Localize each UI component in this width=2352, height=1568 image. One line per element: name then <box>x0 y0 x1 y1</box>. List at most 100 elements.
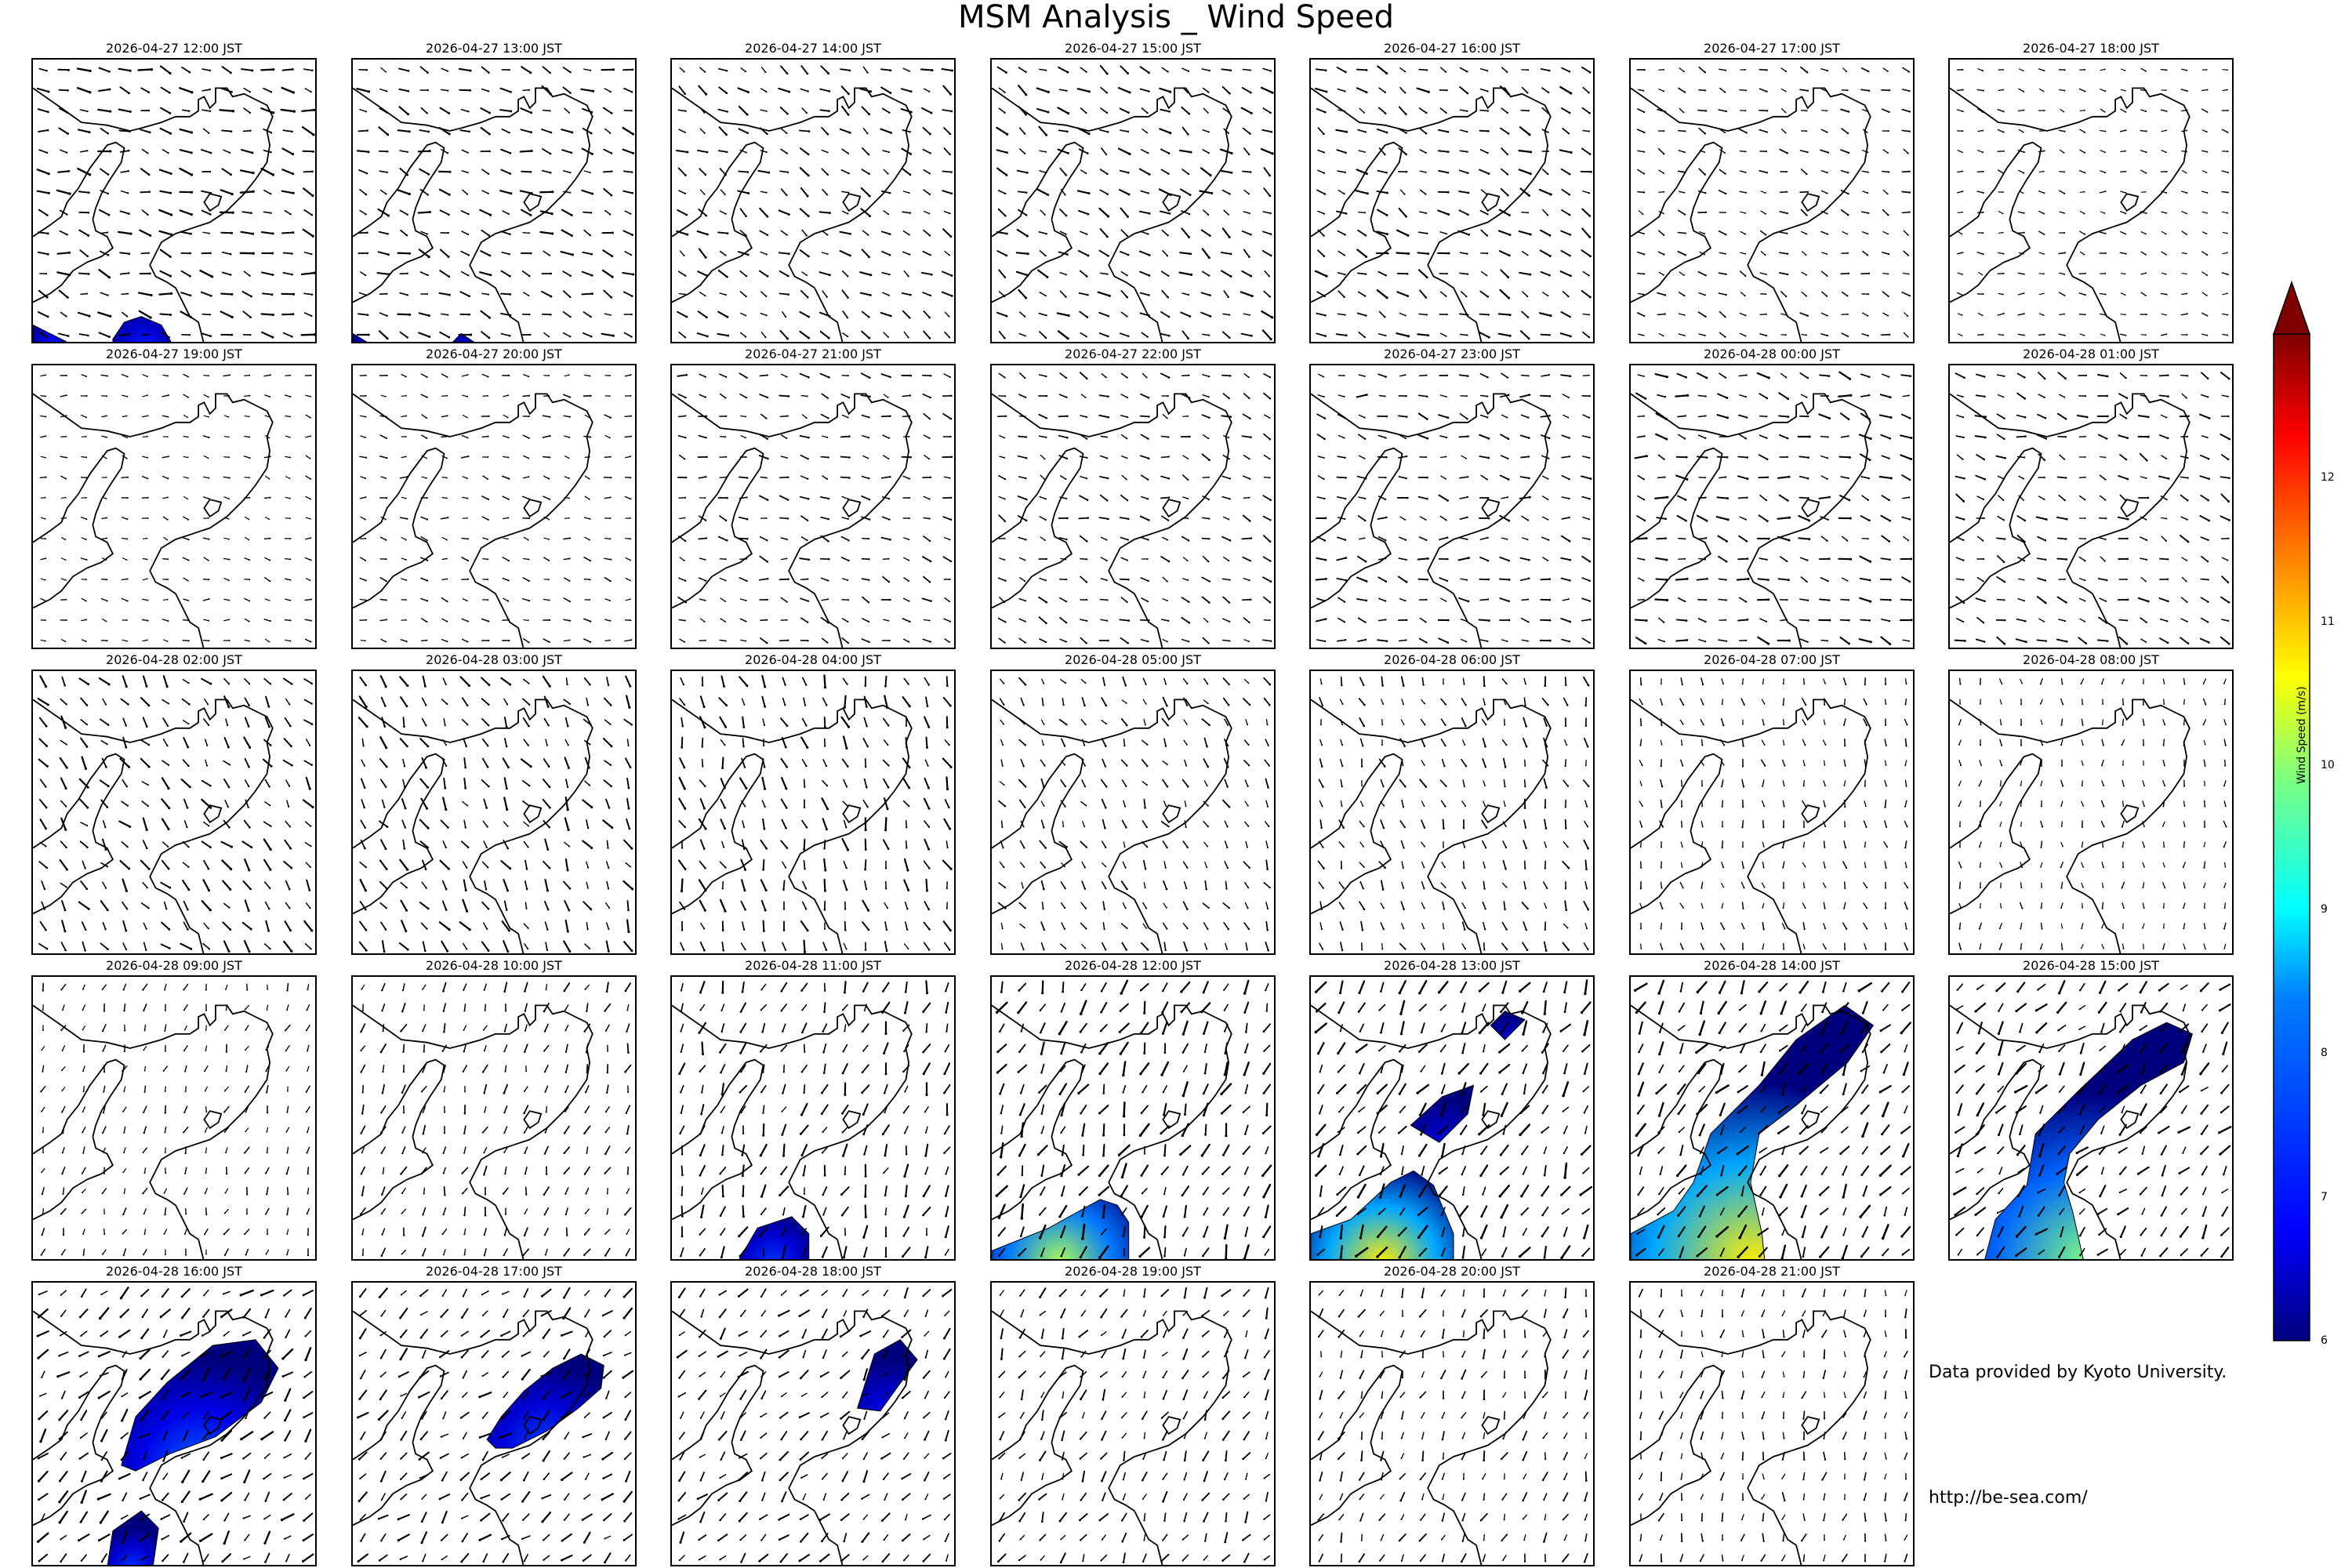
wind-arrow <box>625 598 631 601</box>
wind-arrow <box>1676 495 1687 501</box>
wind-arrow-head <box>1766 558 1768 561</box>
wind-arrow-head <box>908 191 910 194</box>
wind-arrow-head <box>1187 415 1189 417</box>
wind-arrow <box>903 331 909 339</box>
wind-arrow-head <box>948 336 951 339</box>
wind-arrow-head <box>2002 89 2004 91</box>
wind-arrow-head <box>1508 254 1511 257</box>
wind-arrow-head <box>1486 151 1489 154</box>
wind-arrow <box>1263 596 1271 604</box>
wind-arrow <box>263 374 271 377</box>
wind-arrow <box>37 108 49 113</box>
wind-arrow <box>900 108 913 113</box>
wind-arrow-head <box>1344 71 1347 74</box>
wind-arrow-head <box>1806 71 1809 74</box>
wind-arrow-head <box>1486 70 1489 72</box>
wind-arrow <box>1657 394 1666 398</box>
wind-arrow-head <box>146 435 148 437</box>
wind-arrow-head <box>1147 539 1149 541</box>
wind-arrow <box>1637 251 1645 256</box>
wind-arrow-head <box>826 598 829 601</box>
wind-arrow-head <box>1166 580 1168 583</box>
wind-arrow <box>998 330 1006 339</box>
wind-arrow-head <box>609 132 612 134</box>
wind-arrow-head <box>509 335 511 337</box>
wind-arrow-head <box>1065 558 1067 561</box>
wind-arrow <box>1315 618 1327 622</box>
wind-arrow <box>1561 209 1570 216</box>
wind-arrow-head <box>1045 417 1048 419</box>
wind-arrow-head <box>931 69 934 72</box>
wind-arrow <box>1059 475 1067 480</box>
wind-arrow-head <box>45 395 46 397</box>
wind-arrow-head <box>468 295 470 298</box>
coastline <box>1311 87 1552 342</box>
wind-arrow-head <box>405 619 407 621</box>
wind-arrow <box>2018 68 2024 71</box>
wind-arrow <box>900 88 913 93</box>
wind-arrow-head <box>1684 232 1686 234</box>
wind-arrow <box>719 292 727 296</box>
wind-arrow <box>1181 535 1190 542</box>
wind-arrow-head <box>1208 601 1210 604</box>
wind-arrow-head <box>1726 397 1729 399</box>
wind-arrow <box>1658 211 1664 214</box>
wind-arrow-head <box>2227 191 2229 194</box>
wind-arrow-head <box>1785 376 1788 379</box>
wind-arrow-head <box>786 274 789 278</box>
wind-arrow <box>998 107 1006 114</box>
wind-arrow-head <box>746 557 748 560</box>
wind-arrow-head <box>1767 598 1770 601</box>
wind-arrow-head <box>1227 296 1230 299</box>
wind-arrow-head <box>405 415 408 417</box>
wind-arrow <box>1679 67 1685 72</box>
wind-arrow <box>1697 394 1707 397</box>
wind-arrow-head <box>1784 132 1787 134</box>
wind-arrow-head <box>467 212 470 216</box>
wind-arrow <box>2201 312 2208 317</box>
wind-arrow <box>1719 87 1726 93</box>
wind-arrow <box>1181 126 1189 136</box>
wind-arrow <box>1058 66 1069 74</box>
wind-arrow-head <box>44 517 46 520</box>
wind-arrow-head <box>1466 516 1468 518</box>
wind-arrow <box>582 251 593 256</box>
wind-arrow-head <box>1867 111 1869 113</box>
wind-arrow <box>1242 68 1251 71</box>
wind-arrow <box>1501 372 1508 379</box>
wind-arrow <box>1078 209 1089 216</box>
wind-vectors <box>1636 66 1911 338</box>
wind-arrow-head <box>1907 152 1909 154</box>
wind-arrow <box>439 331 450 339</box>
wind-arrow-head <box>467 455 470 458</box>
wind-arrow <box>1759 129 1768 133</box>
wind-arrow <box>1120 415 1128 418</box>
wind-arrow-head <box>1907 254 1909 256</box>
wind-arrow-head <box>1323 234 1325 237</box>
wind-arrow <box>1080 575 1087 583</box>
wind-arrow-head <box>229 71 232 74</box>
wind-arrow <box>943 127 951 135</box>
wind-arrow-head <box>530 192 533 195</box>
wind-arrow <box>1260 86 1274 94</box>
wind-arrow <box>1356 475 1367 480</box>
wind-arrow <box>1675 619 1688 622</box>
wind-arrow-head <box>1025 234 1029 238</box>
wind-arrow-head <box>746 517 749 521</box>
wind-arrow <box>739 557 747 561</box>
wind-arrow <box>264 598 270 601</box>
wind-arrow-head <box>2042 273 2045 275</box>
wind-arrow <box>1538 188 1552 196</box>
wind-arrow-head <box>1126 499 1129 502</box>
wind-arrow <box>2038 210 2045 215</box>
wind-arrow <box>1582 313 1590 316</box>
wind-arrow-head <box>724 397 727 399</box>
wind-arrow <box>800 289 809 299</box>
wind-arrow <box>1120 311 1128 318</box>
wind-arrow-head <box>1961 335 1963 336</box>
wind-arrow <box>263 497 271 499</box>
wind-arrow <box>679 250 685 256</box>
wind-arrow-head <box>1228 601 1231 604</box>
wind-arrow <box>140 333 150 336</box>
wind-arrow-head <box>1024 600 1026 602</box>
